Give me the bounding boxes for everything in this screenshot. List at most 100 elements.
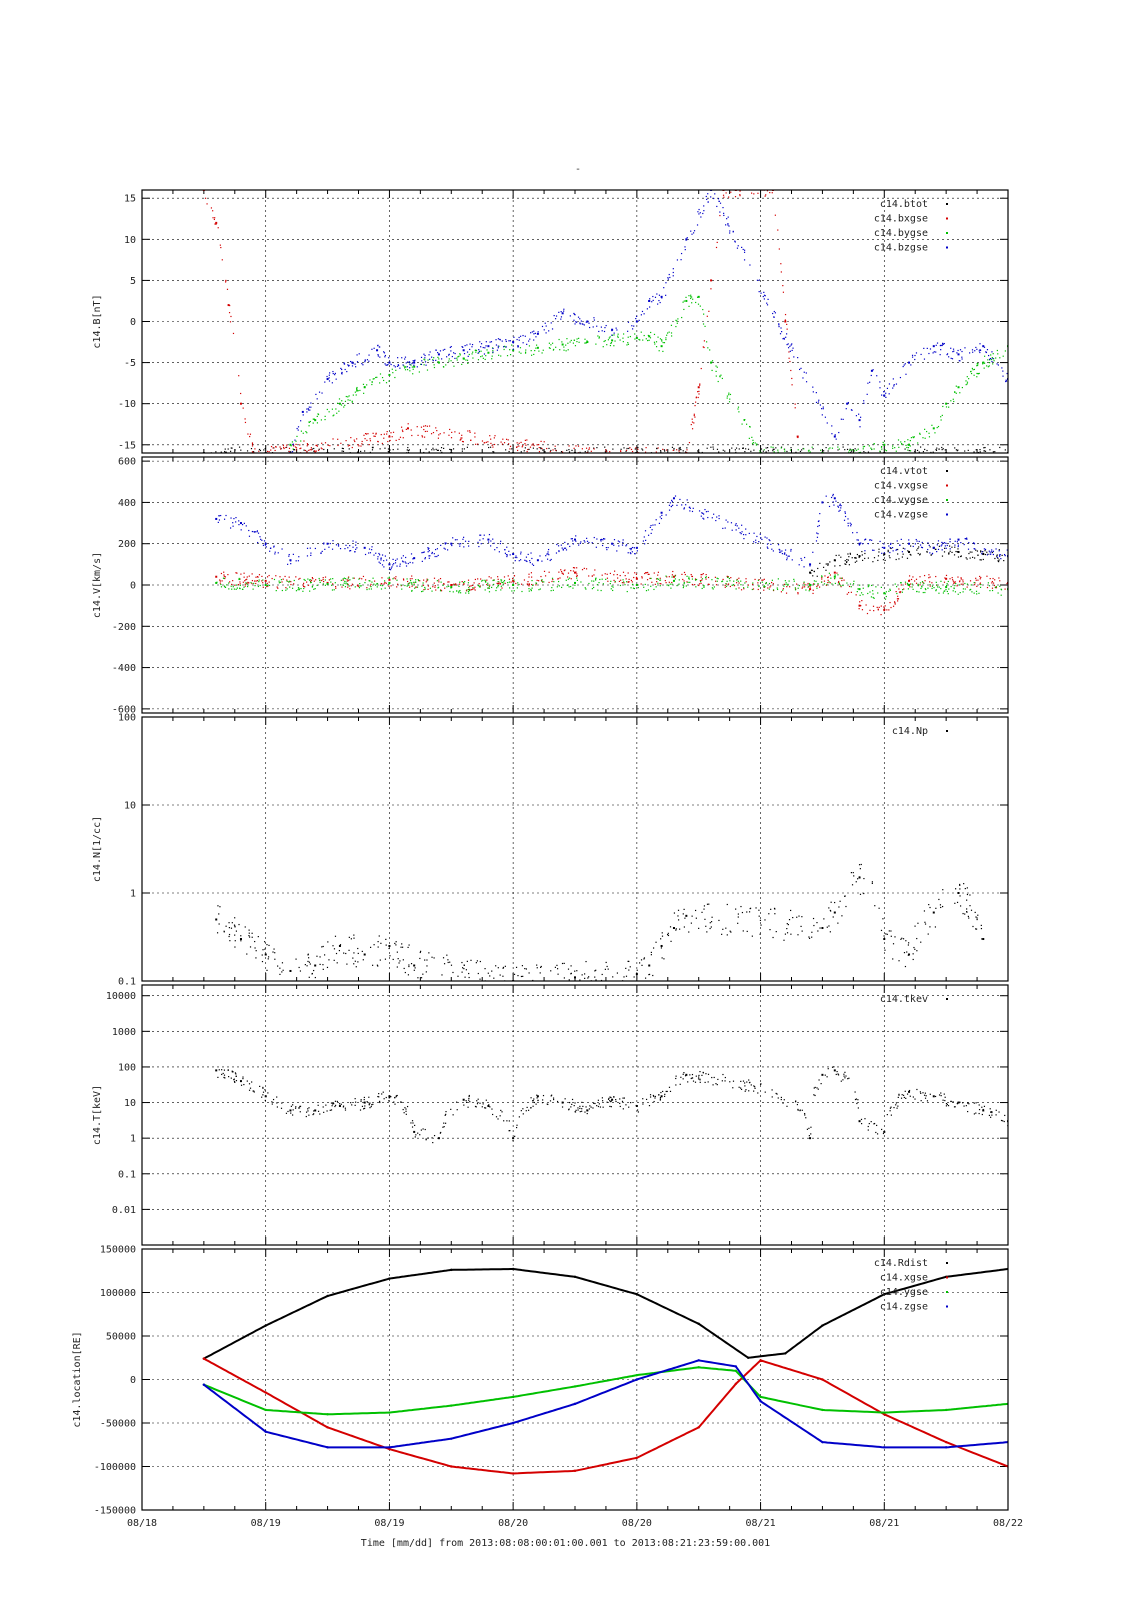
scatter-dot bbox=[293, 449, 295, 451]
scatter-dot bbox=[751, 192, 753, 194]
scatter-dot bbox=[730, 522, 733, 524]
data-point bbox=[957, 386, 960, 389]
scatter-dot bbox=[627, 330, 629, 332]
scatter-dot bbox=[394, 376, 396, 379]
scatter-dot bbox=[371, 383, 373, 386]
scatter-dot bbox=[420, 356, 423, 359]
scatter-dot bbox=[649, 306, 651, 308]
scatter-dot bbox=[551, 577, 554, 579]
scatter-dot bbox=[391, 436, 393, 438]
scatter-dot bbox=[495, 965, 497, 967]
scatter-dot bbox=[416, 366, 418, 368]
y-tick-label: -400 bbox=[112, 663, 136, 674]
scatter-dot bbox=[390, 585, 392, 587]
scatter-dot bbox=[968, 542, 970, 544]
scatter-dot bbox=[459, 354, 461, 356]
scatter-dot bbox=[975, 590, 978, 592]
scatter-dot bbox=[838, 580, 840, 583]
scatter-dot bbox=[354, 551, 356, 553]
scatter-dot bbox=[493, 443, 496, 446]
scatter-dot bbox=[670, 455, 671, 456]
data-point bbox=[660, 345, 663, 348]
scatter-dot bbox=[280, 579, 283, 581]
scatter-dot bbox=[355, 366, 357, 368]
scatter-dot bbox=[998, 559, 1000, 561]
scatter-dot bbox=[956, 541, 958, 543]
scatter-dot bbox=[307, 953, 309, 955]
scatter-dot bbox=[726, 580, 728, 582]
scatter-dot bbox=[880, 614, 882, 616]
scatter-dot bbox=[791, 343, 793, 345]
scatter-dot bbox=[412, 360, 414, 362]
scatter-dot bbox=[878, 548, 880, 550]
scatter-dot bbox=[908, 539, 910, 541]
scatter-dot bbox=[259, 536, 261, 538]
scatter-dot bbox=[367, 433, 369, 435]
scatter-dot bbox=[285, 455, 286, 456]
scatter-dot bbox=[992, 577, 994, 580]
scatter-dot bbox=[883, 390, 885, 393]
scatter-dot bbox=[829, 574, 832, 576]
scatter-dot bbox=[239, 584, 241, 586]
scatter-dot bbox=[357, 444, 359, 446]
scatter-dot bbox=[928, 574, 930, 576]
scatter-dot bbox=[671, 583, 673, 585]
scatter-dot bbox=[404, 369, 407, 371]
data-point bbox=[908, 542, 911, 545]
scatter-dot bbox=[352, 362, 354, 365]
scatter-dot bbox=[696, 296, 699, 298]
scatter-dot bbox=[558, 338, 560, 341]
scatter-dot bbox=[950, 400, 952, 402]
scatter-dot bbox=[916, 540, 918, 542]
scatter-dot bbox=[422, 973, 424, 975]
scatter-dot bbox=[873, 549, 875, 551]
scatter-dot bbox=[649, 298, 651, 300]
scatter-dot bbox=[940, 419, 942, 421]
scatter-dot bbox=[348, 949, 350, 951]
scatter-dot bbox=[966, 538, 968, 540]
scatter-dot bbox=[588, 976, 590, 978]
scatter-dot bbox=[353, 439, 355, 441]
scatter-dot bbox=[548, 342, 550, 344]
scatter-dot bbox=[369, 585, 371, 587]
scatter-dot bbox=[489, 435, 491, 437]
scatter-dot bbox=[955, 385, 957, 387]
scatter-dot bbox=[380, 559, 382, 561]
scatter-dot bbox=[576, 970, 578, 972]
scatter-dot bbox=[924, 437, 926, 439]
scatter-dot bbox=[559, 577, 561, 579]
scatter-dot bbox=[449, 961, 451, 963]
scatter-dot bbox=[258, 448, 261, 451]
scatter-dot bbox=[906, 582, 909, 585]
scatter-dot bbox=[371, 546, 373, 548]
scatter-dot bbox=[690, 297, 692, 300]
scatter-dot bbox=[942, 905, 944, 908]
scatter-dot bbox=[909, 583, 912, 585]
scatter-dot bbox=[353, 963, 355, 965]
scatter-dot bbox=[617, 459, 618, 460]
scatter-dot bbox=[308, 421, 310, 423]
scatter-dot bbox=[665, 282, 667, 284]
scatter-dot bbox=[286, 588, 288, 590]
scatter-dot bbox=[409, 561, 411, 564]
scatter-dot bbox=[666, 934, 669, 936]
scatter-dot bbox=[463, 448, 465, 450]
scatter-dot bbox=[922, 591, 924, 594]
scatter-dot bbox=[487, 587, 489, 589]
scatter-dot bbox=[335, 378, 337, 380]
scatter-dot bbox=[753, 449, 755, 451]
scatter-dot bbox=[551, 328, 554, 330]
scatter-dot bbox=[424, 430, 426, 433]
scatter-dot bbox=[434, 586, 436, 588]
scatter-dot bbox=[674, 495, 677, 497]
scatter-dot bbox=[487, 582, 489, 584]
scatter-dot bbox=[668, 581, 670, 583]
scatter-dot bbox=[899, 582, 902, 584]
scatter-dot bbox=[1006, 582, 1008, 585]
scatter-dot bbox=[837, 505, 839, 507]
scatter-dot bbox=[342, 450, 345, 452]
scatter-dot bbox=[219, 580, 221, 582]
scatter-dot bbox=[948, 406, 950, 408]
scatter-dot bbox=[645, 539, 647, 541]
scatter-dot bbox=[618, 545, 620, 547]
